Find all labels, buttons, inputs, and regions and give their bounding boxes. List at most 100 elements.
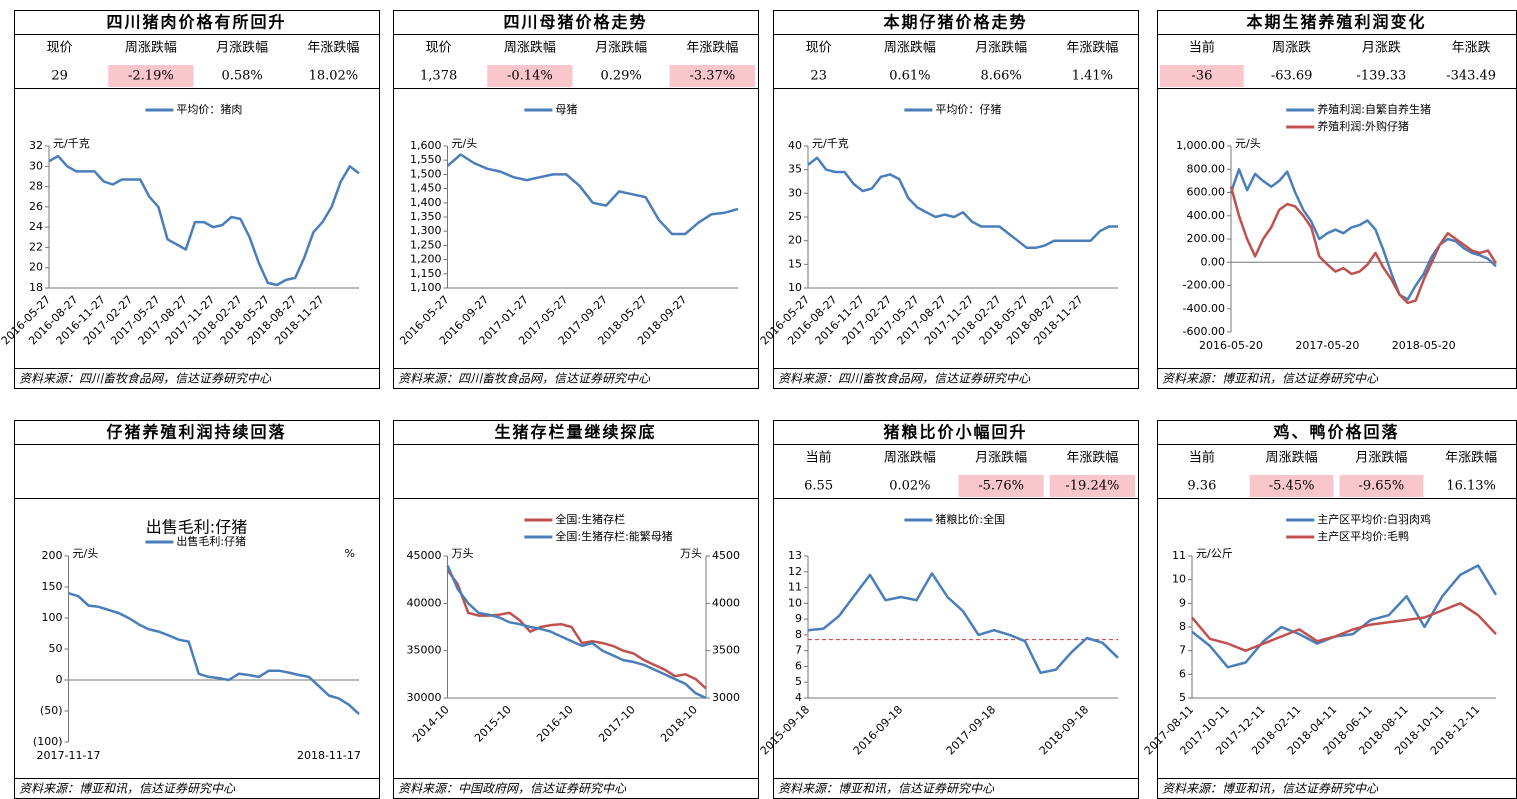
y-tick-label: 1,150 (410, 267, 442, 280)
y-tick-label: 0.00 (1201, 255, 1226, 268)
stat-header: 周涨跌幅 (125, 40, 177, 56)
y-tick-label: 1,000.00 (1176, 139, 1225, 152)
stat-value: 29 (51, 69, 68, 84)
panel-frame (14, 420, 380, 799)
stat-value: 0.61% (889, 69, 930, 84)
stat-header: 当前 (806, 450, 832, 466)
y-tick-label: 11 (788, 581, 802, 594)
series-line (48, 154, 360, 287)
stat-highlight (958, 475, 1044, 497)
y-tick-label: 1,350 (410, 210, 442, 223)
stat-highlight (108, 65, 194, 87)
y-tick-label: 18 (29, 281, 43, 294)
series-line (446, 153, 739, 236)
legend-label: 猪粮比价:全国 (935, 512, 1005, 526)
y-tick-label: 4 (795, 691, 802, 704)
stat-value: -2.19% (128, 69, 174, 84)
series-line (1191, 602, 1497, 652)
y-tick-label: 1,450 (410, 182, 442, 195)
stat-header: 月涨跌幅 (595, 40, 647, 56)
legend-label: 出售毛利:仔猪 (176, 534, 246, 548)
panel-title: 本期仔猪价格走势 (883, 13, 1027, 32)
stat-header: 周涨跌 (1272, 40, 1311, 56)
series-line (1191, 564, 1498, 669)
stat-header: 月涨跌幅 (975, 450, 1027, 466)
y2-unit: 万头 (680, 547, 702, 560)
stat-value: 0.02% (889, 479, 930, 494)
stat-header: 年涨跌 (1452, 40, 1491, 56)
series-line (68, 592, 360, 716)
y-tick-label: 6 (1179, 667, 1186, 680)
y-unit: 元/头 (73, 547, 99, 560)
stat-value: -9.65% (1359, 479, 1405, 494)
y-tick-label: (100) (33, 735, 63, 748)
panel-title: 本期生猪养殖利润变化 (1246, 13, 1426, 32)
y-tick-label: 35 (788, 163, 802, 176)
x-tick-label: 2017-05-20 (1295, 339, 1359, 352)
series-line (1229, 168, 1497, 301)
y2-tick-label: 4500 (712, 549, 740, 562)
legend-label: 养殖利润:自繁自养生猪 (1317, 102, 1431, 116)
panel-title: 四川猪肉价格有所回升 (106, 13, 286, 32)
series-line (446, 564, 707, 700)
stat-value: 0.29% (600, 69, 641, 84)
y-tick-label: 1,300 (410, 224, 442, 237)
stat-header: 年涨跌幅 (1445, 450, 1497, 466)
panel-title: 猪粮比价小幅回升 (882, 423, 1027, 442)
x-tick-label: 2018-09-18 (1037, 703, 1091, 757)
stat-value: 1.41% (1072, 69, 1113, 84)
y-tick-label: 1,250 (410, 238, 442, 251)
y-tick-label: 20 (788, 234, 802, 247)
stat-header: 当前 (1189, 450, 1215, 466)
x-tick-label: 2015-10 (472, 703, 514, 745)
legend-label: 平均价：仔猪 (935, 103, 1001, 116)
stat-header: 年涨跌幅 (686, 40, 738, 56)
stat-header: 月涨跌 (1362, 40, 1401, 56)
y-tick-label: 7 (1179, 644, 1186, 657)
y-tick-label: 35000 (407, 644, 442, 657)
panel-title: 鸡、鸭价格回落 (1272, 423, 1399, 442)
y-unit: 元/千克 (812, 137, 849, 150)
y2-tick-label: 3000 (712, 691, 740, 704)
stat-value: -19.24% (1065, 479, 1119, 494)
source: 资料来源：博亚和讯，信达证券研究中心 (19, 782, 236, 796)
stat-value: 9.36 (1187, 479, 1216, 494)
stat-header: 月涨跌幅 (1355, 450, 1407, 466)
series-line (1229, 186, 1498, 305)
y-tick-label: 30 (788, 186, 802, 199)
stat-header: 现价 (806, 41, 832, 56)
stat-value: 18.02% (309, 69, 359, 84)
source: 资料来源：四川畜牧食品网，信达证券研究中心 (398, 372, 651, 386)
stat-value: -3.37% (690, 69, 736, 84)
source: 资料来源：中国政府网，信达证券研究中心 (398, 782, 627, 796)
y-tick-label: 200 (42, 549, 63, 562)
stat-header: 周涨跌幅 (504, 40, 556, 56)
y-tick-label: 10 (1172, 573, 1186, 586)
y-tick-label: 8 (795, 628, 802, 641)
x-tick-label: 2017-11-17 (37, 749, 101, 762)
y-tick-label: 30000 (407, 691, 442, 704)
stat-value: -63.69 (1271, 69, 1313, 84)
stat-header: 月涨跌幅 (216, 40, 268, 56)
x-tick-label: 2018-11-17 (297, 749, 361, 762)
panel-frame (393, 420, 759, 799)
y-tick-label: 10 (788, 596, 802, 609)
x-tick-label: 2015-09-18 (758, 703, 812, 757)
stat-highlight (669, 65, 755, 87)
stat-value: 0.58% (221, 69, 262, 84)
y-tick-label: 1,550 (410, 153, 442, 166)
y-tick-label: 9 (795, 612, 802, 625)
y-tick-label: 20 (29, 261, 43, 274)
y-tick-label: 5 (1179, 691, 1186, 704)
y-tick-label: 800.00 (1187, 162, 1226, 175)
y-tick-label: -600.00 (1183, 325, 1225, 338)
legend-label: 主产区平均价:白羽肉鸡 (1317, 512, 1431, 526)
y-tick-label: 200.00 (1187, 232, 1226, 245)
stat-value: -343.49 (1446, 69, 1496, 84)
y-tick-label: 28 (29, 180, 43, 193)
y-tick-label: 8 (1179, 620, 1186, 633)
panel-frame (393, 10, 759, 389)
y-tick-label: -400.00 (1183, 302, 1225, 315)
y-tick-label: 32 (29, 139, 43, 152)
x-tick-label: 2014-10 (410, 703, 452, 745)
